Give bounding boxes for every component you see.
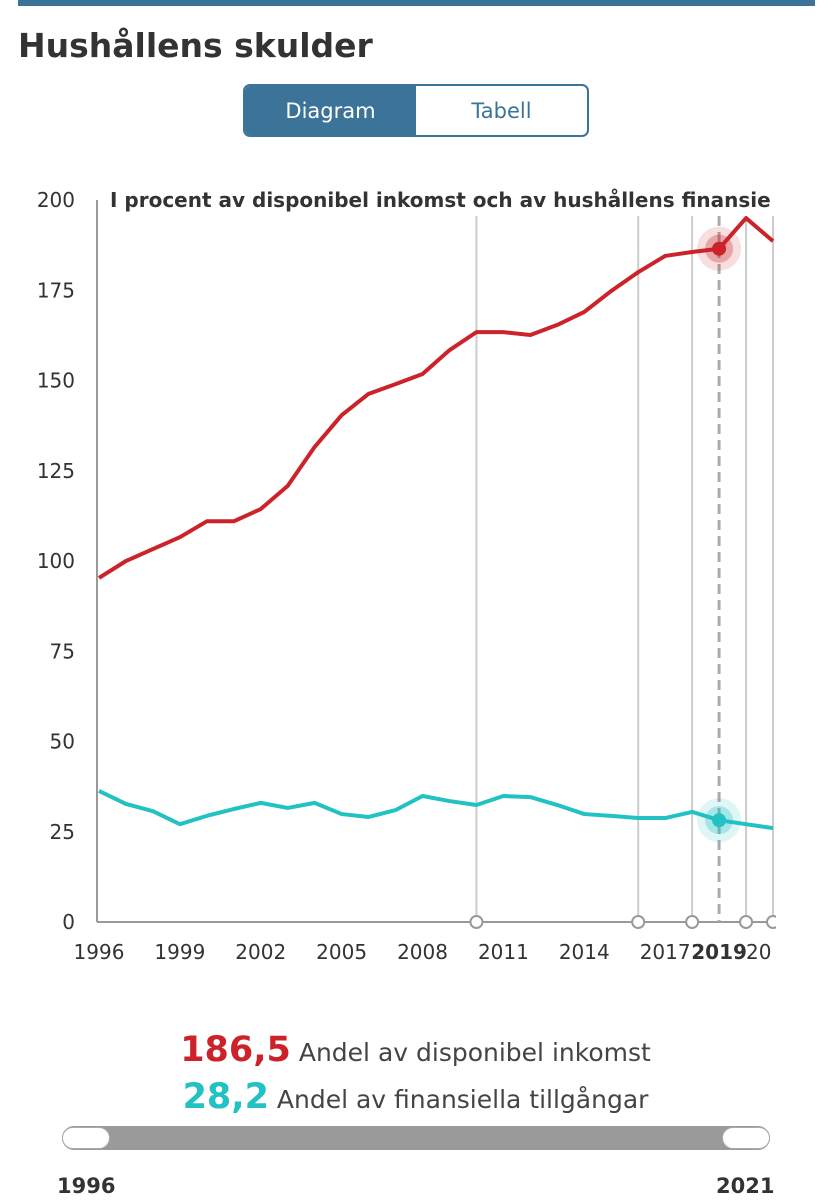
- chart-subtitle: I procent av disponibel inkomst och av h…: [110, 188, 771, 212]
- tab[interactable]: Diagram: [245, 86, 416, 135]
- tick-bg: [639, 938, 692, 964]
- range-end: 2021: [716, 1174, 775, 1198]
- range-handle[interactable]: [722, 1127, 770, 1149]
- x-tick-label: 2011: [478, 940, 529, 964]
- highlight-label: 2019: [691, 940, 747, 964]
- y-tick-label: 100: [37, 549, 75, 573]
- tabs: Diagram Tabell: [243, 84, 589, 137]
- x-tick-label: 2017: [640, 940, 691, 964]
- tick-bg: [558, 938, 611, 964]
- series-line: [98, 789, 774, 831]
- tick-bg: [73, 938, 125, 964]
- y-tick-label: 200: [37, 188, 75, 212]
- x-tick-label: 2008: [397, 940, 448, 964]
- top-bar: [18, 0, 815, 6]
- y-tick-label: 25: [50, 820, 75, 844]
- tick-bg: [477, 938, 530, 964]
- readout-value: 186,5: [180, 1030, 291, 1070]
- range-start: 1996: [57, 1174, 116, 1198]
- x-tick-label: 1996: [74, 940, 125, 964]
- y-tick-label: 125: [37, 459, 75, 483]
- range-handle[interactable]: [62, 1127, 110, 1149]
- x-tick-label: 1999: [154, 940, 205, 964]
- vline-marker: [766, 915, 776, 929]
- tab[interactable]: Tabell: [471, 98, 532, 123]
- tick-bg: [153, 938, 206, 964]
- y-tick-label: 150: [37, 369, 75, 393]
- tick-bg: [396, 938, 449, 964]
- highlight-point: [712, 813, 727, 828]
- y-tick-label: 50: [50, 730, 75, 754]
- vline-marker: [631, 915, 646, 929]
- range-track: [62, 1126, 770, 1150]
- legend-label: Andel av disponibel inkomst: [298, 1038, 651, 1067]
- x-tick-label: 2005: [316, 940, 367, 964]
- chart: I procent av disponibel inkomst och av h…: [37, 188, 776, 964]
- highlight-point: [712, 241, 727, 256]
- legend-label: Andel av finansiella tillgångar: [276, 1085, 649, 1114]
- x-tick-label: 2014: [559, 940, 610, 964]
- y-tick-label: 0: [62, 910, 75, 934]
- tick-bg: [234, 938, 287, 964]
- readout: 28,2 Andel av finansiella tillgångar: [0, 1077, 831, 1117]
- x-tick-label: 2002: [235, 940, 286, 964]
- y-tick-label: 75: [50, 639, 75, 663]
- readout-value: 28,2: [182, 1077, 269, 1117]
- page-title: Hushållens skulder: [18, 26, 373, 65]
- vline-marker: [739, 915, 754, 929]
- readout: 186,5 Andel av disponibel inkomst: [0, 1030, 831, 1070]
- tick-bg: [691, 938, 748, 964]
- tick-bg: [315, 938, 368, 964]
- y-tick-label: 175: [37, 278, 75, 302]
- vline-marker: [685, 915, 700, 929]
- series-line: [97, 216, 775, 580]
- vline-marker: [469, 915, 484, 929]
